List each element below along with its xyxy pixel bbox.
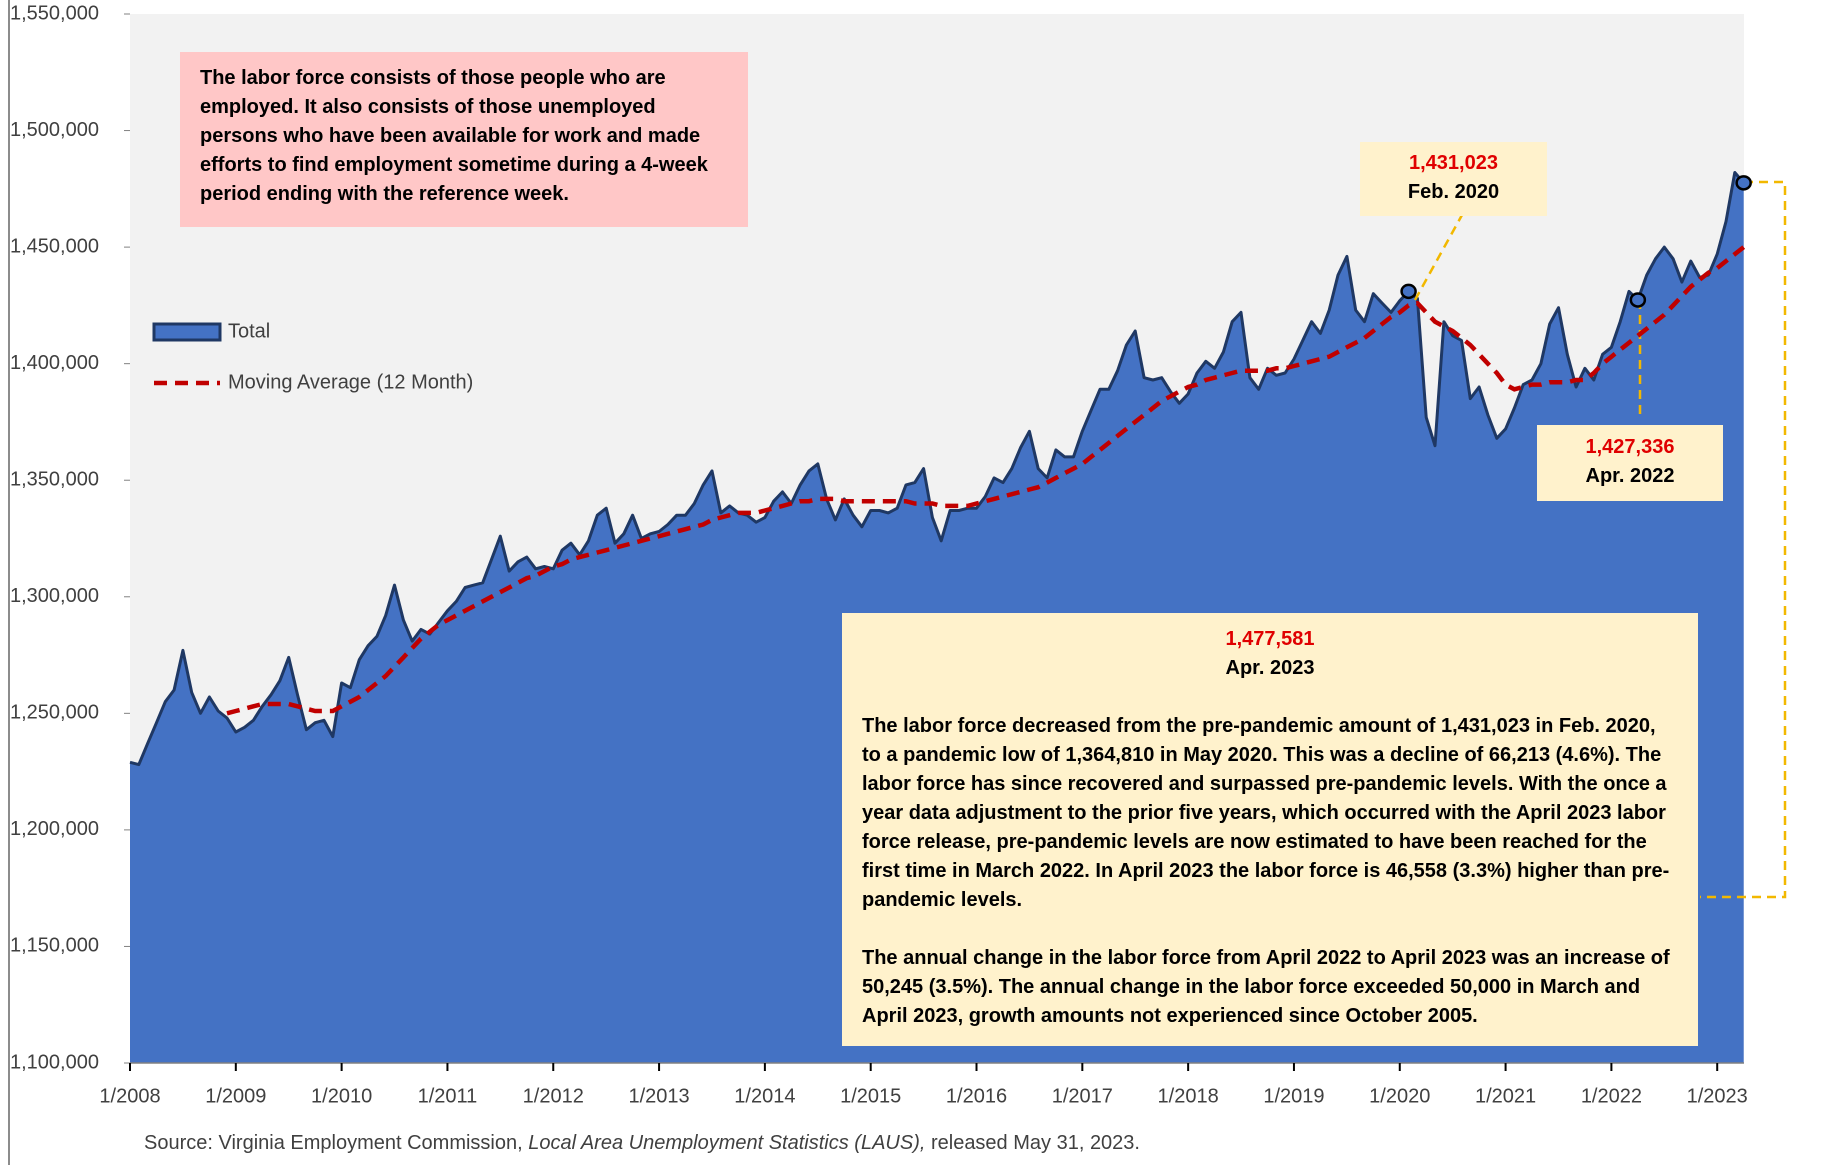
annotation-box: 1,427,336 Apr. 2022	[1537, 425, 1723, 501]
highlight-marker	[1400, 283, 1417, 300]
x-tick-label: 1/2010	[311, 1085, 372, 1107]
x-tick-label: 1/2018	[1158, 1085, 1219, 1107]
annotation-value: 1,427,336	[1585, 436, 1675, 458]
y-tick-label: 1,150,000	[10, 935, 99, 957]
annotation-value: 1,477,581	[1225, 628, 1315, 650]
area-outline	[129, 171, 1745, 767]
y-tick-label: 1,500,000	[10, 119, 99, 141]
legend-swatch	[152, 322, 222, 342]
legend-label: Moving Average (12 Month)	[228, 371, 473, 393]
annotation-value: 1,431,023	[1409, 152, 1498, 174]
x-tick-label: 1/2015	[840, 1085, 901, 1107]
y-tick-label: 1,450,000	[10, 235, 99, 257]
x-tick-label: 1/2022	[1581, 1085, 1642, 1107]
x-tick-label: 1/2011	[418, 1085, 478, 1107]
source-text: Local Area Unemployment Statistics (LAUS…	[528, 1132, 926, 1154]
y-tick-label: 1,550,000	[10, 2, 99, 24]
leader-line	[1700, 180, 1787, 899]
source-text: released May 31, 2023.	[925, 1132, 1140, 1154]
x-tick-label: 1/2012	[523, 1085, 584, 1107]
leader-lines	[1413, 180, 1787, 899]
y-tick-label: 1,250,000	[10, 702, 99, 724]
y-tick-label: 1,300,000	[10, 585, 99, 607]
y-tick-label: 1,200,000	[10, 818, 99, 840]
definition-text: The labor force consists of those people…	[200, 67, 708, 205]
x-tick-label: 1/2017	[1052, 1085, 1113, 1107]
legend-label: Total	[228, 320, 270, 342]
annotation-note: The annual change in the labor force fro…	[862, 947, 1670, 1027]
x-tick-label: 1/2008	[99, 1085, 160, 1107]
annotation-date: Apr. 2023	[1225, 657, 1315, 679]
definition-box: The labor force consists of those people…	[180, 52, 748, 227]
highlight-marker	[1629, 292, 1647, 308]
source: Source: Virginia Employment Commission, …	[144, 1132, 1140, 1155]
x-tick-label: 1/2020	[1369, 1085, 1430, 1107]
annotation-date: Apr. 2022	[1585, 465, 1675, 487]
x-tick-label: 1/2009	[205, 1085, 266, 1107]
x-tick-label: 1/2013	[628, 1085, 689, 1107]
y-tick-label: 1,100,000	[10, 1051, 99, 1073]
annotation-box: 1,431,023 Feb. 2020	[1360, 142, 1547, 216]
x-tick-label: 1/2021	[1475, 1085, 1536, 1107]
annotation-date: Feb. 2020	[1407, 181, 1500, 203]
x-tick-label: 1/2014	[734, 1085, 795, 1107]
annotation-box: 1,477,581 Apr. 2023 The labor force decr…	[842, 613, 1698, 1046]
x-tick-label: 1/2023	[1687, 1085, 1748, 1107]
x-tick-label: 1/2016	[946, 1085, 1007, 1107]
annotation-note: The labor force decreased from the pre-p…	[862, 715, 1670, 911]
highlight-marker	[1735, 175, 1752, 191]
source-text: Source: Virginia Employment Commission,	[144, 1132, 529, 1154]
leader-line	[1413, 214, 1464, 301]
y-tick-label: 1,350,000	[10, 469, 99, 491]
y-tick-label: 1,400,000	[10, 352, 99, 374]
x-tick-label: 1/2019	[1263, 1085, 1324, 1107]
